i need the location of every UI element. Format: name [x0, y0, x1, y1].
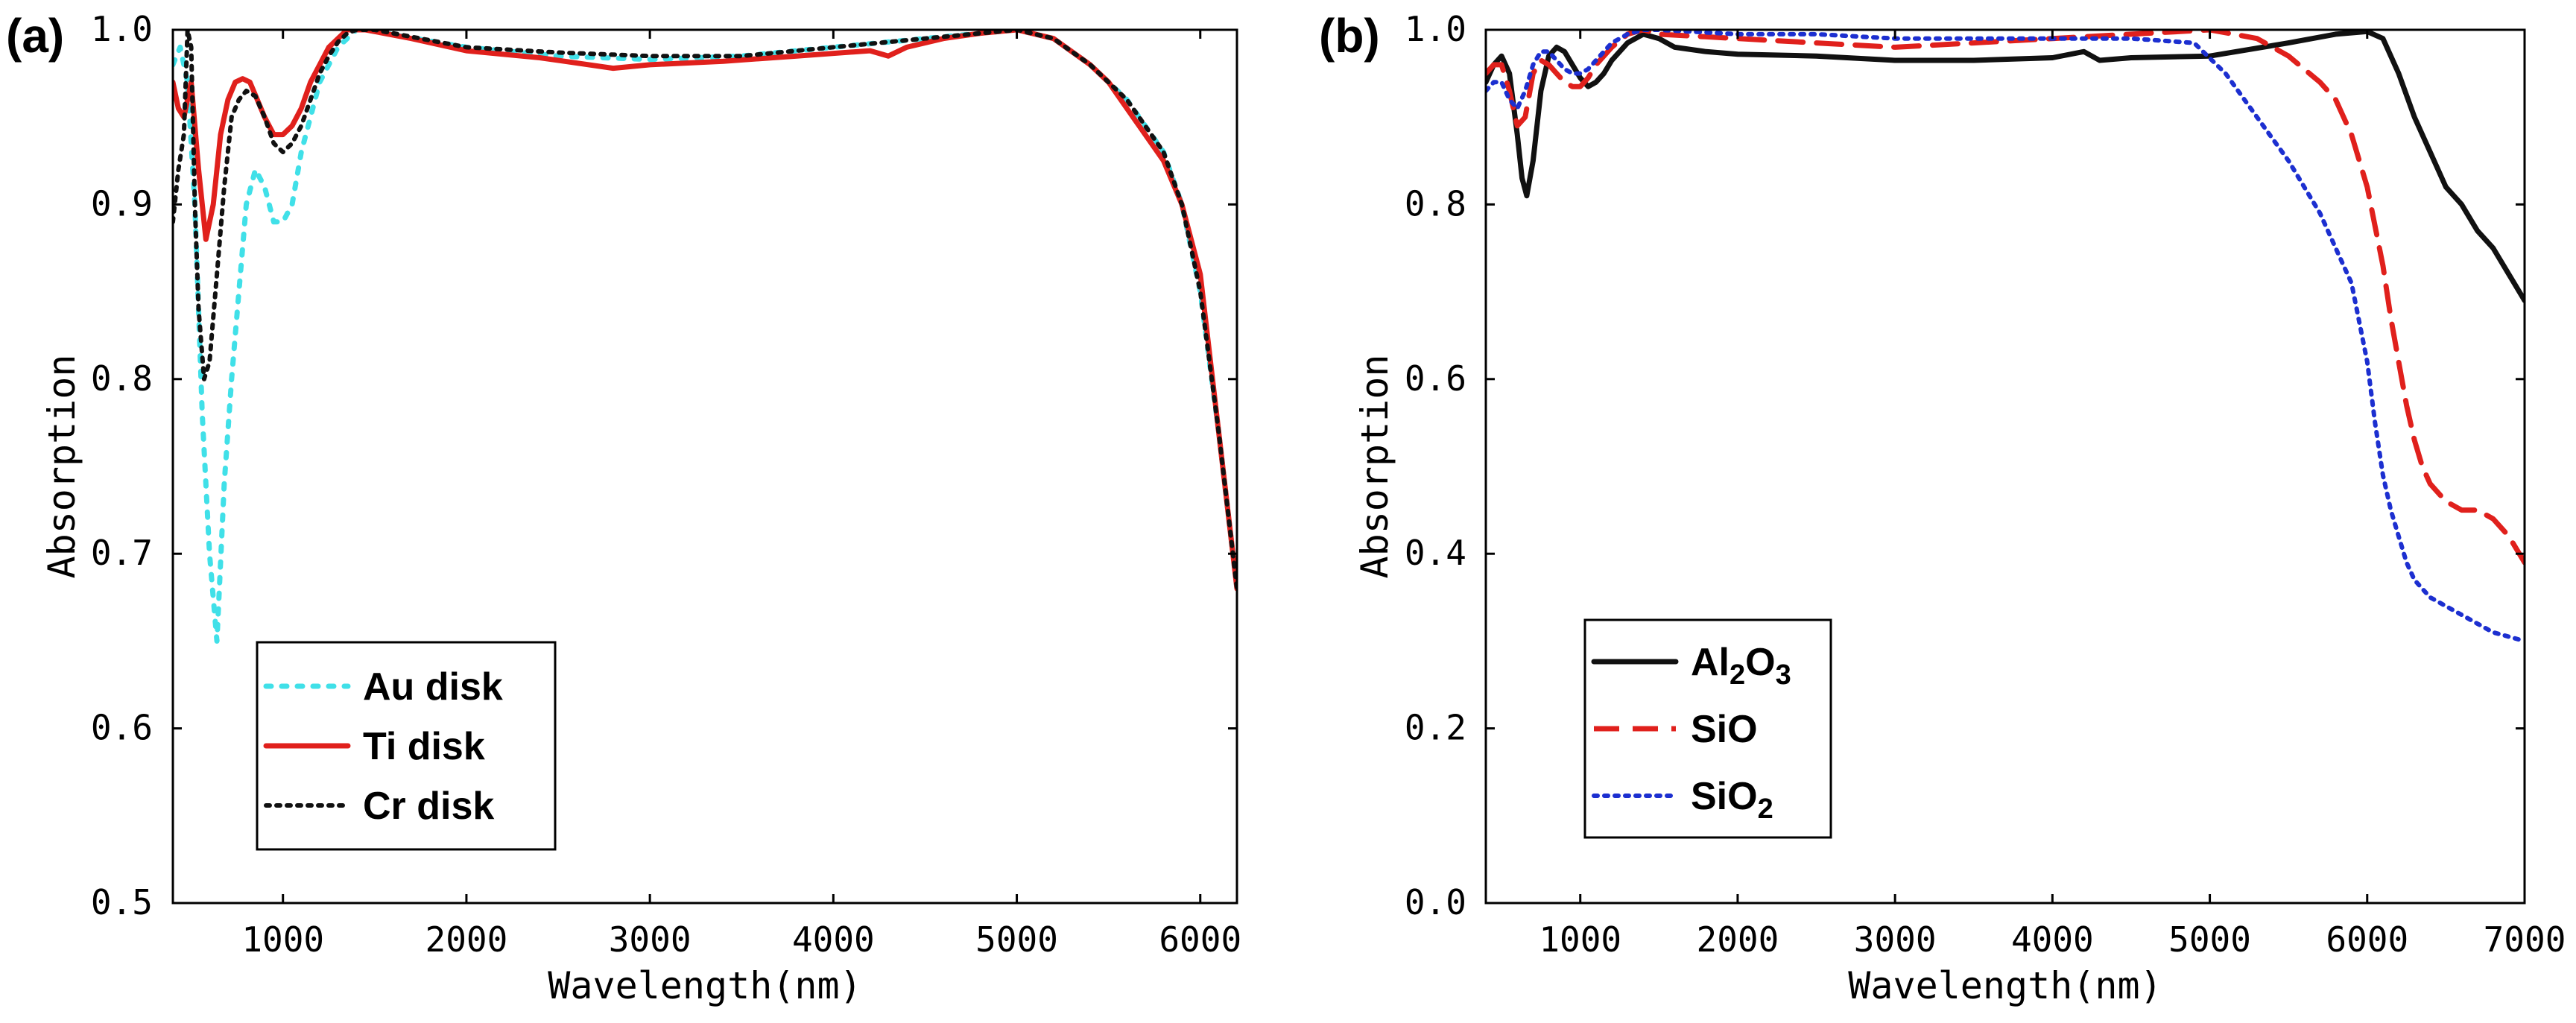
legend-label-cr-disk: Cr disk [363, 785, 494, 828]
y-tick-label: 1.0 [91, 9, 153, 49]
x-tick-label: 1000 [241, 919, 324, 960]
x-tick-label: 3000 [1854, 919, 1937, 960]
x-tick-label: 2000 [425, 919, 508, 960]
x-tick-label: 7000 [2484, 919, 2566, 960]
legend-label-sio: SiO [1691, 708, 1758, 751]
plot-frame [1484, 28, 2526, 905]
y-tick-label: 0.5 [91, 882, 153, 922]
legend-subscript: 2 [1730, 659, 1745, 691]
x-tick-label: 5000 [2168, 919, 2251, 960]
y-axis-title: Absorption [1353, 354, 1396, 578]
panel-label: (b) [1319, 9, 1380, 63]
y-tick-label: 0.6 [1405, 358, 1466, 399]
series-group [173, 30, 1237, 644]
x-tick-label: 2000 [1697, 919, 1779, 960]
x-axis-title: Wavelength(nm) [1848, 964, 2162, 1007]
x-tick-label: 4000 [792, 919, 875, 960]
y-axis-title: Absorption [40, 354, 83, 578]
plot-frame [171, 28, 1238, 905]
series-group [1486, 30, 2525, 644]
x-tick-label: 5000 [975, 919, 1058, 960]
y-tick-label: 0.7 [91, 533, 153, 573]
legend-box [1583, 618, 1832, 839]
series-line-ti-disk [173, 30, 1237, 592]
x-axis-title: Wavelength(nm) [548, 964, 861, 1007]
legend-text-part: Al [1691, 641, 1730, 684]
y-tick-label: 0.8 [91, 358, 153, 399]
legend-label-au-disk: Au disk [363, 665, 503, 709]
y-tick-label: 0.8 [1405, 183, 1466, 224]
panel-label: (a) [6, 9, 64, 63]
panel-a: (a) 1000 2000 3000 4000 5000 6000 0.5 0.6 0.7 0.8 0… [6, 9, 1241, 1007]
x-tick-label: 6000 [2326, 919, 2408, 960]
legend-subscript: 2 [1758, 794, 1773, 825]
y-tick-label: 0.2 [1405, 708, 1466, 748]
panel-b: (b) 1000 2000 3000 4000 5000 6000 7000 0.0 0.2 0.4… [1319, 9, 2566, 1007]
series-line-sio2 [1486, 30, 2525, 644]
series-line-au-disk [173, 30, 1237, 644]
y-tick-label: 0.4 [1405, 533, 1466, 573]
y-tick-label: 0.9 [91, 183, 153, 224]
x-tick-label: 3000 [609, 919, 692, 960]
y-tick-label: 1.0 [1405, 9, 1466, 49]
x-tick-label: 1000 [1539, 919, 1621, 960]
legend: Au disk Ti disk Cr disk [256, 641, 557, 851]
x-tick-label: 4000 [2011, 919, 2094, 960]
x-tick-label: 6000 [1159, 919, 1241, 960]
legend-label-sio2: SiO2 [1691, 775, 1773, 825]
series-line-cr-disk [173, 30, 1237, 592]
series-line-sio [1486, 30, 2525, 566]
legend-label-ti-disk: Ti disk [363, 725, 485, 768]
legend-text-part: O [1745, 641, 1775, 684]
legend-text-part: SiO [1691, 775, 1758, 818]
legend-subscript: 3 [1776, 659, 1791, 691]
y-tick-label: 0.6 [91, 708, 153, 748]
y-tick-label: 0.0 [1405, 882, 1466, 922]
series-line-al2o3 [1486, 30, 2525, 303]
legend-label-al2o3: Al2O3 [1691, 641, 1791, 691]
